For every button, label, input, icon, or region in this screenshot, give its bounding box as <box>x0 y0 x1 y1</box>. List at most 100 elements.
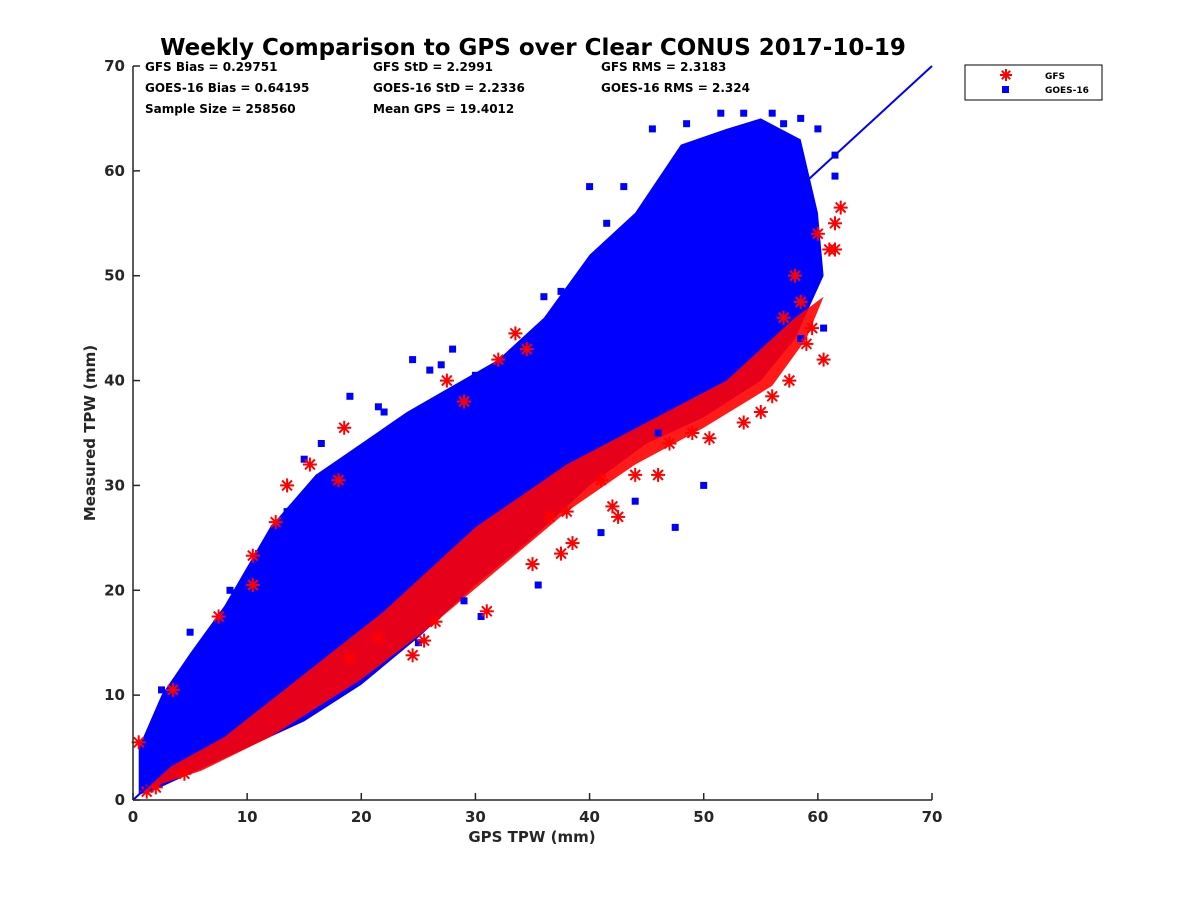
stat-mean-gps: Mean GPS = 19.4012 <box>373 102 514 116</box>
gfs-point <box>611 509 626 524</box>
stats-block: GFS Bias = 0.29751 GFS StD = 2.2991 GFS … <box>145 60 750 116</box>
gfs-point <box>508 326 523 341</box>
gfs-point <box>428 614 443 629</box>
gfs-point <box>776 310 791 325</box>
gfs-point <box>559 504 574 519</box>
scatter-cloud-gfs-edge <box>144 296 824 790</box>
stat-goes-rms: GOES-16 RMS = 2.324 <box>601 81 750 95</box>
goes16-point <box>814 125 822 133</box>
goes16-point <box>460 597 468 605</box>
goes16-point <box>671 523 679 531</box>
goes16-point <box>631 497 639 505</box>
y-tick-label: 50 <box>104 267 125 285</box>
gfs-point <box>594 473 608 488</box>
plot-area: 0 10 20 30 40 50 60 70 0 10 20 30 40 50 60 70 <box>104 57 942 826</box>
goes16-point <box>449 345 457 353</box>
gfs-point <box>342 651 357 666</box>
gfs-point <box>331 473 346 488</box>
gfs-point <box>177 766 192 781</box>
gfs-point <box>799 336 814 351</box>
gfs-point <box>131 735 146 750</box>
gfs-point <box>565 536 580 551</box>
x-tick-label: 50 <box>693 808 714 826</box>
gfs-point <box>662 436 677 451</box>
goes16-point <box>780 120 788 128</box>
legend-goes-marker-icon <box>1002 86 1009 93</box>
y-tick-label: 30 <box>104 476 125 494</box>
gfs-point <box>702 431 717 446</box>
goes16-point <box>637 209 645 217</box>
goes16-point <box>409 356 417 364</box>
gfs-point <box>491 352 506 367</box>
gfs-point <box>280 478 295 493</box>
goes16-point <box>471 371 479 379</box>
gfs-point <box>816 352 831 367</box>
goes16-point <box>717 109 725 117</box>
gfs-point <box>828 242 842 257</box>
goes16-point <box>654 429 662 437</box>
gfs-point <box>211 609 226 624</box>
goes16-point <box>586 183 594 191</box>
y-tick-label: 40 <box>104 372 125 390</box>
goes16-point <box>740 109 748 117</box>
gfs-point <box>519 342 534 357</box>
goes16-point <box>534 581 542 589</box>
chart-title: Weekly Comparison to GPS over Clear CONU… <box>160 35 906 61</box>
x-tick-label: 30 <box>465 808 486 826</box>
scatter-cloud-goes16 <box>138 118 824 795</box>
goes16-point <box>700 146 708 154</box>
goes16-point <box>346 392 354 400</box>
gfs-point <box>148 780 163 795</box>
x-tick-label: 0 <box>128 808 138 826</box>
stat-sample-size: Sample Size = 258560 <box>145 102 296 116</box>
goes16-point <box>603 219 611 227</box>
goes16-point <box>648 125 656 133</box>
gfs-point <box>417 633 432 648</box>
gfs-point <box>651 467 666 482</box>
gfs-point <box>337 420 352 435</box>
gfs-point <box>245 578 260 592</box>
goes16-point <box>300 455 308 463</box>
legend-gfs-marker-icon <box>1000 69 1012 81</box>
legend-goes-label: GOES-16 <box>1045 86 1089 96</box>
goes16-point <box>723 141 730 149</box>
gfs-point <box>268 515 283 530</box>
gfs-point <box>828 216 842 231</box>
goes16-point <box>671 167 679 175</box>
gfs-point <box>542 509 557 524</box>
y-axis-title: Measured TPW (mm) <box>81 345 99 521</box>
goes16-point <box>620 183 628 191</box>
x-tick-label: 40 <box>579 808 600 826</box>
goes16-point <box>820 324 828 332</box>
goes16-point <box>226 586 234 594</box>
gfs-point <box>245 548 260 563</box>
gfs-point <box>405 648 420 663</box>
gfs-point <box>736 415 751 430</box>
goes16-point <box>414 639 422 647</box>
goes16-point <box>374 403 382 411</box>
goes16-point <box>380 408 388 416</box>
gfs-point <box>479 604 494 619</box>
y-tick-label: 0 <box>115 791 125 809</box>
gfs-point <box>439 373 454 388</box>
goes16-point <box>477 613 485 620</box>
goes16-point <box>426 366 434 374</box>
stat-goes-bias: GOES-16 Bias = 0.64195 <box>145 81 309 95</box>
gfs-point <box>805 321 820 336</box>
gfs-point <box>554 546 568 561</box>
goes16-point <box>158 686 165 694</box>
stat-gfs-std: GFS StD = 2.2991 <box>373 60 493 74</box>
gfs-legend-asterisk <box>1000 69 1012 81</box>
x-axis-title: GPS TPW (mm) <box>468 828 595 846</box>
gfs-point <box>793 294 808 309</box>
legend: GFS GOES-16 <box>964 64 1103 101</box>
goes16-point <box>317 440 325 447</box>
stat-gfs-bias: GFS Bias = 0.29751 <box>145 60 277 74</box>
goes16-point <box>700 481 708 489</box>
x-tick-label: 60 <box>807 808 828 826</box>
goes16-point <box>255 550 263 558</box>
goes16-point <box>557 287 565 295</box>
goes16-point <box>683 120 691 128</box>
goes16-point <box>597 529 605 537</box>
